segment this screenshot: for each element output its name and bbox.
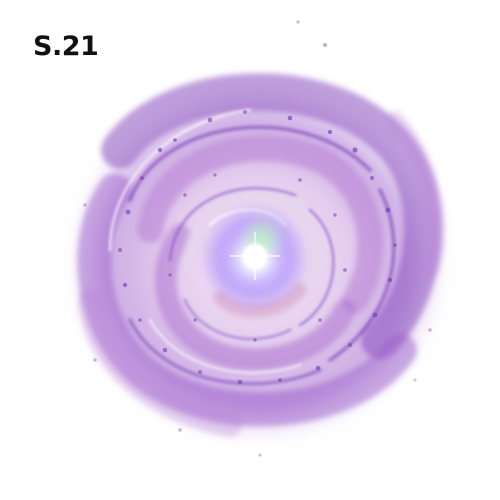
particle-speckles [83, 20, 432, 457]
vortex-core [200, 203, 310, 313]
figure-label: S.21 [33, 31, 99, 62]
spiral-arms [77, 73, 445, 437]
